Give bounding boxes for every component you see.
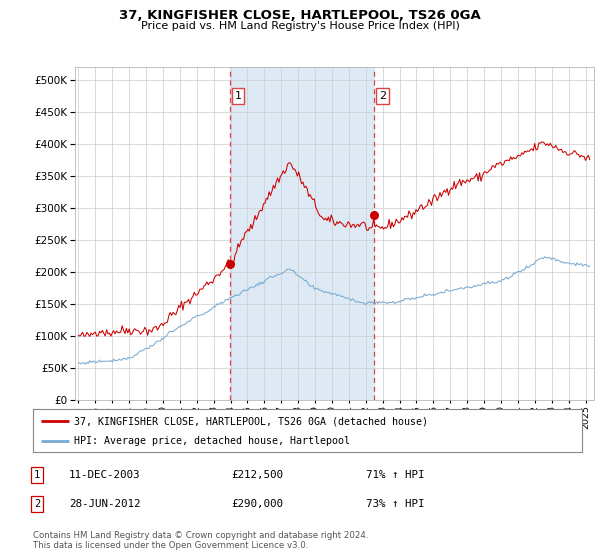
Text: 11-DEC-2003: 11-DEC-2003 xyxy=(69,470,140,480)
Text: 2: 2 xyxy=(379,91,386,101)
Text: Price paid vs. HM Land Registry's House Price Index (HPI): Price paid vs. HM Land Registry's House … xyxy=(140,21,460,31)
Text: 1: 1 xyxy=(34,470,40,480)
Text: Contains HM Land Registry data © Crown copyright and database right 2024.
This d: Contains HM Land Registry data © Crown c… xyxy=(33,530,368,550)
Text: 73% ↑ HPI: 73% ↑ HPI xyxy=(366,499,425,509)
Bar xyxy=(230,67,374,400)
Text: HPI: Average price, detached house, Hartlepool: HPI: Average price, detached house, Hart… xyxy=(74,436,350,446)
Text: 1: 1 xyxy=(235,91,242,101)
Text: 37, KINGFISHER CLOSE, HARTLEPOOL, TS26 0GA (detached house): 37, KINGFISHER CLOSE, HARTLEPOOL, TS26 0… xyxy=(74,416,428,426)
Text: 71% ↑ HPI: 71% ↑ HPI xyxy=(366,470,425,480)
Text: £212,500: £212,500 xyxy=(231,470,283,480)
Text: 37, KINGFISHER CLOSE, HARTLEPOOL, TS26 0GA: 37, KINGFISHER CLOSE, HARTLEPOOL, TS26 0… xyxy=(119,9,481,22)
Text: 2: 2 xyxy=(34,499,40,509)
Text: 28-JUN-2012: 28-JUN-2012 xyxy=(69,499,140,509)
Text: £290,000: £290,000 xyxy=(231,499,283,509)
